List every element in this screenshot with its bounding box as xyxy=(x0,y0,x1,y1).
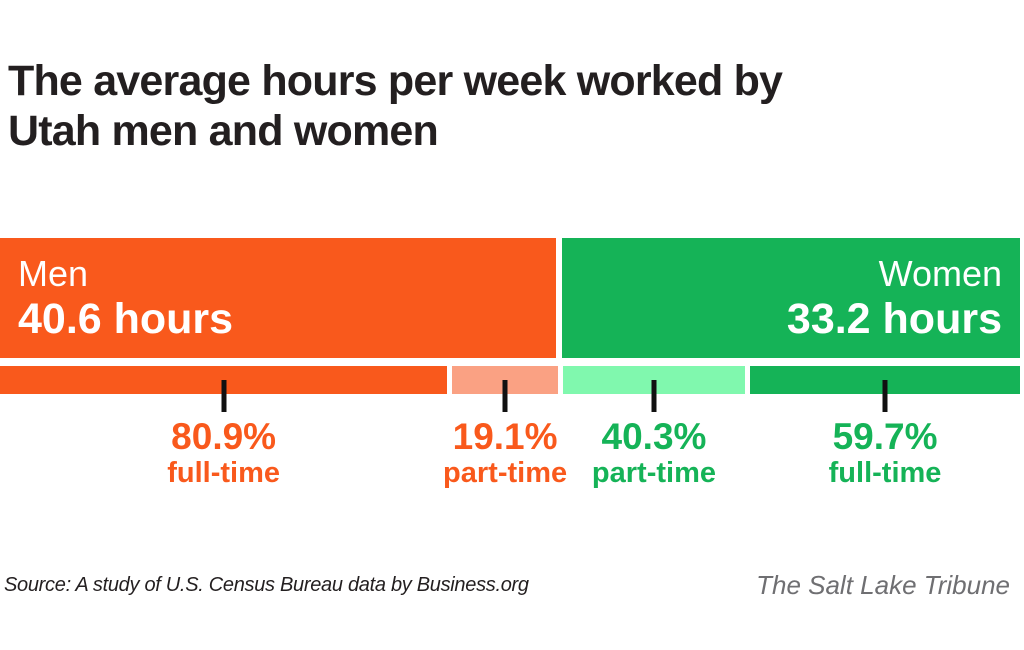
women-parttime-category: part-time xyxy=(591,457,717,489)
chart-title: The average hours per week worked by Uta… xyxy=(8,56,783,156)
main-hours-bar: Men 40.6 hours Women 33.2 hours xyxy=(0,238,1020,358)
men-fulltime-segment: 80.9% full-time xyxy=(0,366,448,489)
men-parttime-label: 19.1% part-time xyxy=(443,416,567,490)
women-fulltime-category: full-time xyxy=(828,457,942,489)
women-parttime-label: 40.3% part-time xyxy=(592,416,716,490)
men-hours-value: 40.6 hours xyxy=(18,295,234,343)
men-series-label: Men xyxy=(18,253,89,294)
tick-mark xyxy=(651,380,657,412)
women-fulltime-label: 59.7% full-time xyxy=(829,416,942,490)
men-parttime-segment: 19.1% part-time xyxy=(443,366,567,489)
men-parttime-percent: 19.1% xyxy=(452,416,558,457)
tick-mark xyxy=(221,380,227,412)
women-parttime-percent: 40.3% xyxy=(601,416,707,457)
source-attribution: Source: A study of U.S. Census Bureau da… xyxy=(4,574,529,596)
breakdown-bar: 80.9% full-time 19.1% part-time 40.3% pa… xyxy=(0,366,1020,489)
men-fulltime-percent: 80.9% xyxy=(171,416,277,457)
tick-mark xyxy=(502,380,508,412)
publication-credit: The Salt Lake Tribune xyxy=(756,570,1010,600)
men-fulltime-label: 80.9% full-time xyxy=(167,416,280,490)
men-bar-segment: Men 40.6 hours xyxy=(0,238,557,358)
women-fulltime-segment: 59.7% full-time xyxy=(750,366,1020,489)
men-fulltime-category: full-time xyxy=(167,457,281,489)
women-series-label: Women xyxy=(878,253,1002,294)
tick-mark xyxy=(882,380,888,412)
women-fulltime-percent: 59.7% xyxy=(832,416,938,457)
women-hours-value: 33.2 hours xyxy=(786,295,1002,343)
women-bar-segment: Women 33.2 hours xyxy=(562,238,1020,358)
men-parttime-category: part-time xyxy=(443,457,568,489)
chart-title-line-1: The average hours per week worked by xyxy=(8,57,783,105)
women-parttime-segment: 40.3% part-time xyxy=(562,366,746,489)
chart-title-line-2: Utah men and women xyxy=(8,107,439,155)
